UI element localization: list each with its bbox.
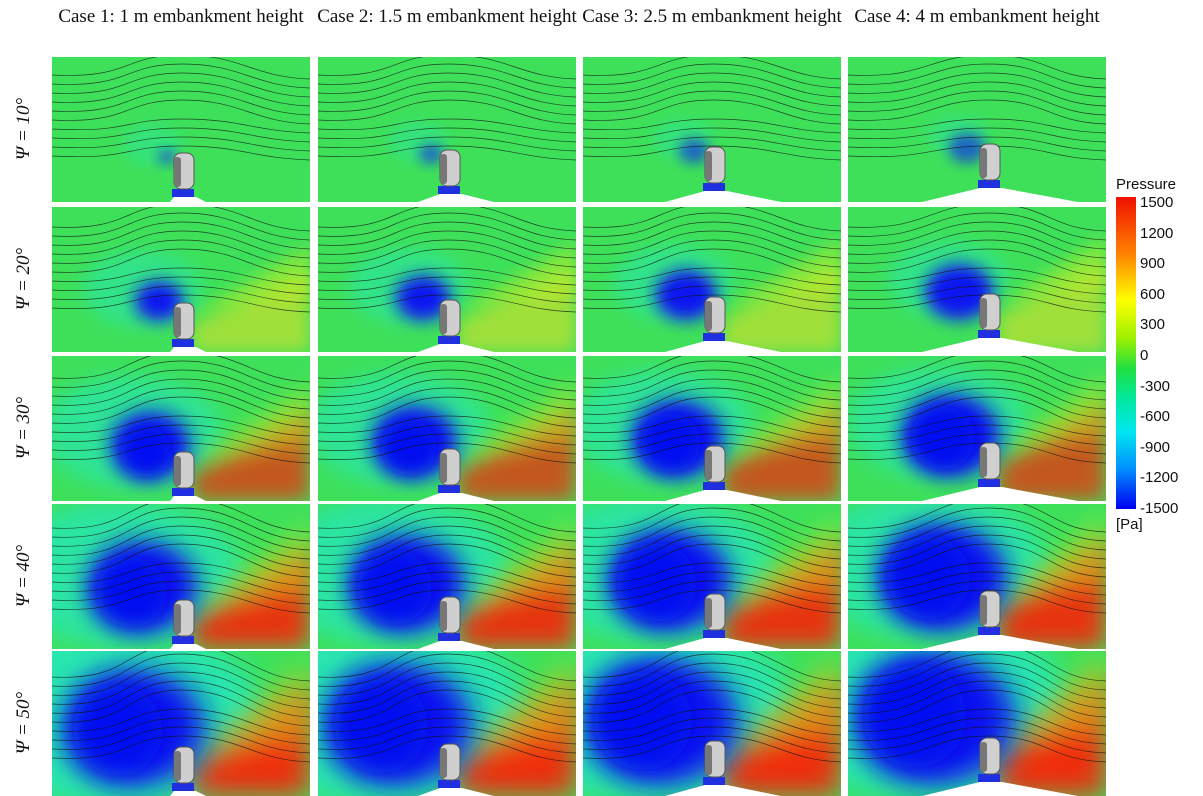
- track: [438, 633, 460, 641]
- contour-panel: [583, 356, 841, 501]
- legend-tick: -1200: [1140, 469, 1178, 486]
- contour-panel: [318, 504, 576, 649]
- legend-tick: 1200: [1140, 225, 1173, 242]
- train-side: [174, 157, 181, 187]
- contour-panel: [848, 356, 1106, 501]
- track: [703, 333, 725, 341]
- track: [438, 780, 460, 788]
- legend-title: Pressure: [1116, 176, 1176, 193]
- row-label: Ψ = 20°: [4, 207, 44, 350]
- contour-panel: [52, 356, 310, 501]
- row-label-text: Ψ = 10°: [13, 97, 35, 159]
- track: [703, 630, 725, 638]
- train-side: [174, 751, 181, 781]
- row-label-text: Ψ = 50°: [13, 691, 35, 753]
- legend-tick: 1500: [1140, 194, 1173, 211]
- row-label-text: Ψ = 30°: [13, 396, 35, 458]
- track: [978, 774, 1000, 782]
- contour-panel: [583, 207, 841, 352]
- column-title: Case 3: 2.5 m embankment height: [581, 4, 843, 29]
- train-side: [705, 151, 712, 181]
- train-side: [174, 604, 181, 634]
- color-bar: [1116, 197, 1136, 509]
- track: [438, 336, 460, 344]
- train-side: [440, 453, 447, 483]
- row-label: Ψ = 50°: [4, 651, 44, 794]
- row-label: Ψ = 30°: [4, 356, 44, 499]
- train-side: [980, 298, 987, 328]
- legend-tick: -1500: [1140, 500, 1178, 517]
- train-side: [980, 447, 987, 477]
- train-side: [980, 148, 987, 178]
- contour-panel: [52, 207, 310, 352]
- vortex-core: [912, 407, 975, 470]
- row-label: Ψ = 10°: [4, 57, 44, 200]
- track: [978, 180, 1000, 188]
- track: [438, 485, 460, 493]
- train-side: [440, 601, 447, 631]
- column-title: Case 1: 1 m embankment height: [50, 4, 312, 29]
- contour-panel: [52, 504, 310, 649]
- vortex-core: [888, 536, 971, 619]
- train-side: [980, 595, 987, 625]
- train-side: [705, 301, 712, 331]
- vortex-core: [358, 550, 432, 624]
- contour-panel: [848, 207, 1106, 352]
- train-side: [440, 154, 447, 184]
- train-side: [705, 450, 712, 480]
- track: [703, 183, 725, 191]
- contour-panel: [583, 57, 841, 202]
- legend-tick: -900: [1140, 439, 1170, 456]
- train-side: [980, 742, 987, 772]
- row-label-text: Ψ = 40°: [13, 544, 35, 606]
- track: [703, 482, 725, 490]
- column-title: Case 4: 4 m embankment height: [846, 4, 1108, 29]
- vortex: [158, 150, 176, 164]
- contour-panel: [848, 651, 1106, 796]
- contour-panel: [318, 356, 576, 501]
- track: [703, 777, 725, 785]
- legend-tick: 900: [1140, 255, 1165, 272]
- train-side: [440, 304, 447, 334]
- contour-panel: [318, 207, 576, 352]
- vortex-core: [382, 420, 437, 475]
- column-title: Case 2: 1.5 m embankment height: [316, 4, 578, 29]
- legend-tick: 600: [1140, 286, 1165, 303]
- legend-tick: -600: [1140, 408, 1170, 425]
- track: [978, 627, 1000, 635]
- row-label-text: Ψ = 20°: [13, 247, 35, 309]
- track: [438, 186, 460, 194]
- legend-tick: 0: [1140, 347, 1148, 364]
- legend-tick: -300: [1140, 378, 1170, 395]
- contour-panel: [583, 504, 841, 649]
- track: [172, 636, 194, 644]
- vortex-core: [334, 679, 428, 773]
- track: [978, 330, 1000, 338]
- row-label: Ψ = 40°: [4, 504, 44, 647]
- contour-panel: [318, 651, 576, 796]
- train-side: [440, 748, 447, 778]
- train-side: [174, 307, 181, 337]
- track: [172, 339, 194, 347]
- track: [172, 189, 194, 197]
- track: [978, 479, 1000, 487]
- contour-panel: [848, 57, 1106, 202]
- contour-panel: [318, 57, 576, 202]
- legend-unit: [Pa]: [1116, 516, 1143, 533]
- legend-tick: 300: [1140, 316, 1165, 333]
- contour-panel: [52, 651, 310, 796]
- track: [172, 488, 194, 496]
- vortex-core: [642, 413, 701, 472]
- contour-panel: [583, 651, 841, 796]
- train-side: [705, 598, 712, 628]
- contour-panel: [52, 57, 310, 202]
- figure: Pressure [Pa] Case 1: 1 m embankment hei…: [0, 0, 1203, 796]
- track: [172, 783, 194, 791]
- train-side: [705, 745, 712, 775]
- contour-panel: [848, 504, 1106, 649]
- train-side: [174, 456, 181, 486]
